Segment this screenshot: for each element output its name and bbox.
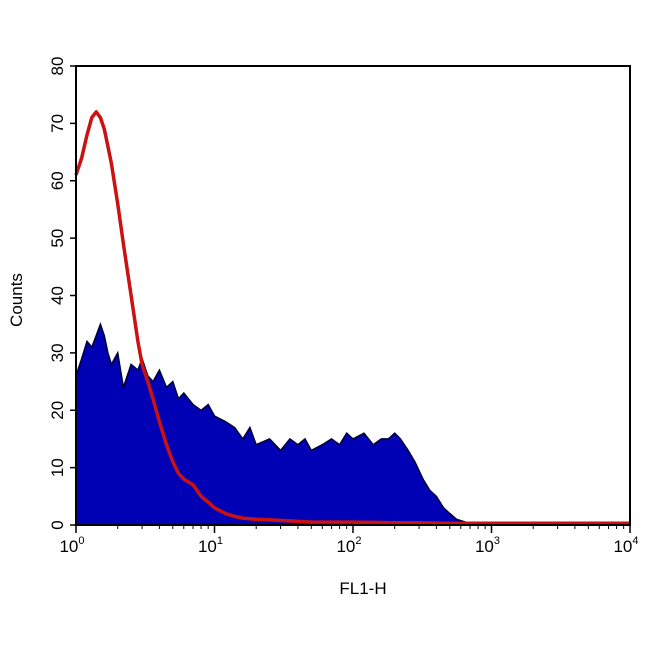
x-tick-label: 103: [475, 535, 500, 556]
y-tick-label: 80: [48, 57, 67, 76]
y-tick-label: 50: [48, 229, 67, 248]
x-tick-label: 104: [613, 535, 638, 556]
x-tick-label: 100: [59, 535, 84, 556]
series-filled-histogram: [75, 321, 631, 526]
y-tick-label: 0: [48, 520, 67, 529]
x-tick-label: 101: [198, 535, 223, 556]
y-tick-label: 60: [48, 171, 67, 190]
y-tick-label: 70: [48, 114, 67, 133]
axis-ticks: 0 10 20 30 40 50 60 70 80 100 101 102 103 104: [48, 57, 639, 556]
series-red-histogram-line: [74, 110, 630, 526]
y-tick-label: 30: [48, 343, 67, 362]
y-axis-label: Counts: [7, 273, 26, 327]
y-tick-label: 40: [48, 286, 67, 305]
x-axis-label: FL1-H: [339, 579, 386, 598]
y-tick-label: 20: [48, 401, 67, 420]
x-tick-label: 102: [336, 535, 361, 556]
plot-area: [74, 110, 631, 526]
y-tick-label: 10: [48, 458, 67, 477]
